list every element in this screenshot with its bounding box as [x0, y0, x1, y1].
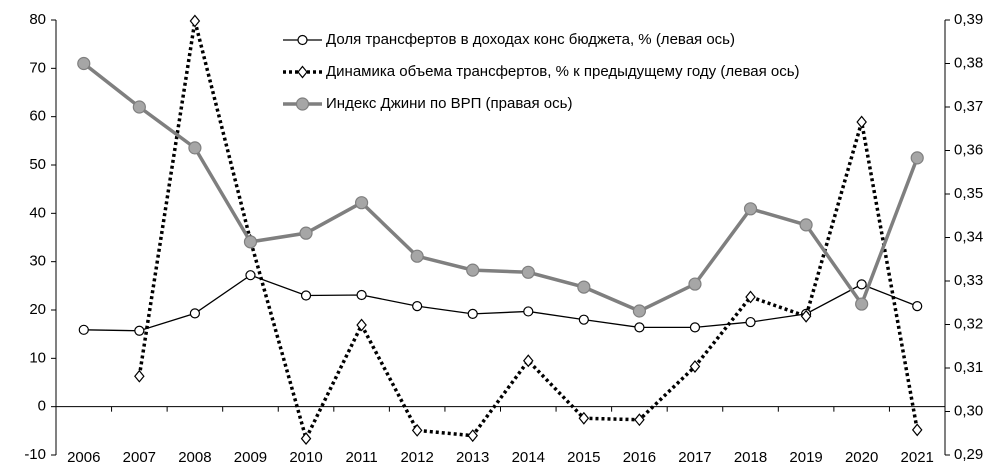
- y2-tick-label: 0,39: [954, 11, 983, 28]
- x-tick-label: 2016: [623, 449, 656, 466]
- marker: [634, 322, 645, 333]
- marker: [134, 325, 145, 336]
- marker: [299, 226, 313, 240]
- marker: [189, 308, 201, 319]
- x-tick-label: 2017: [678, 449, 711, 466]
- marker: [466, 263, 480, 277]
- x-tick-label: 2012: [400, 449, 433, 466]
- marker: [743, 202, 758, 216]
- y2-tick-label: 0,34: [954, 228, 983, 245]
- marker: [521, 265, 535, 279]
- marker: [856, 115, 867, 129]
- legend-label: Доля трансфертов в доходах конс бюджета,…: [326, 31, 735, 48]
- marker: [134, 369, 145, 383]
- marker: [799, 218, 813, 232]
- y-tick-label: 10: [29, 349, 46, 366]
- marker: [689, 322, 701, 333]
- x-tick-label: 2010: [289, 449, 322, 466]
- y2-tick-label: 0,29: [954, 446, 983, 463]
- marker: [578, 411, 590, 425]
- marker: [856, 279, 867, 290]
- y2-tick-label: 0,32: [954, 315, 983, 332]
- marker: [132, 100, 146, 114]
- marker: [295, 97, 310, 111]
- marker: [745, 290, 756, 304]
- marker: [910, 151, 924, 165]
- x-tick-label: 2018: [734, 449, 767, 466]
- x-tick-label: 2008: [178, 449, 211, 466]
- marker: [745, 316, 756, 328]
- y2-tick-label: 0,30: [954, 402, 983, 419]
- y-tick-label: 20: [29, 301, 46, 318]
- series-line: [83, 274, 918, 332]
- marker: [77, 56, 91, 71]
- y-tick-label: 80: [29, 11, 46, 28]
- marker: [354, 196, 369, 210]
- marker: [634, 413, 645, 427]
- series-line: [82, 62, 919, 313]
- x-tick-label: 2009: [234, 449, 267, 466]
- x-tick-label: 2011: [345, 449, 377, 466]
- series-line: [137, 20, 919, 444]
- x-tick-label: 2015: [567, 449, 600, 466]
- legend-label: Динамика объема трансфертов, % к предыду…: [326, 63, 800, 80]
- marker: [300, 290, 312, 301]
- marker: [523, 354, 534, 368]
- x-tick-label: 2006: [67, 449, 100, 466]
- marker: [467, 429, 478, 443]
- marker: [78, 324, 89, 335]
- marker: [632, 304, 647, 318]
- legend-label: Индекс Джини по ВРП (правая ось): [326, 95, 572, 112]
- y2-tick-label: 0,33: [954, 272, 983, 289]
- x-tick-label: 2007: [123, 449, 156, 466]
- marker: [189, 14, 201, 28]
- x-tick-label: 2014: [512, 449, 545, 466]
- marker: [356, 289, 367, 301]
- marker: [410, 249, 424, 263]
- y2-tick-label: 0,38: [954, 54, 983, 71]
- marker: [855, 297, 869, 311]
- marker: [412, 301, 423, 312]
- y-tick-label: 30: [29, 253, 46, 270]
- marker: [523, 306, 534, 317]
- marker: [911, 423, 923, 437]
- x-tick-label: 2021: [901, 449, 934, 466]
- marker: [688, 277, 702, 291]
- marker: [356, 318, 367, 332]
- y-tick-label: 50: [29, 156, 46, 173]
- y-tick-label: -10: [24, 446, 46, 463]
- y-tick-label: 0: [38, 398, 46, 415]
- marker: [245, 270, 256, 281]
- marker: [300, 432, 312, 446]
- x-tick-label: 2020: [845, 449, 878, 466]
- y2-tick-label: 0,37: [954, 98, 983, 115]
- marker: [689, 360, 701, 373]
- y-tick-label: 70: [29, 59, 46, 76]
- marker: [411, 423, 423, 437]
- marker: [243, 235, 258, 249]
- marker: [467, 308, 478, 319]
- y2-tick-label: 0,31: [954, 359, 983, 376]
- y-tick-label: 40: [29, 204, 46, 221]
- marker: [188, 141, 202, 155]
- y2-tick-label: 0,35: [954, 185, 983, 202]
- y-tick-label: 60: [29, 108, 46, 125]
- marker: [912, 301, 923, 312]
- marker: [578, 314, 589, 325]
- marker: [800, 309, 812, 323]
- marker: [577, 280, 591, 294]
- y2-tick-label: 0,36: [954, 141, 983, 158]
- x-tick-label: 2013: [456, 449, 489, 466]
- marker: [297, 65, 308, 79]
- x-tick-label: 2019: [789, 449, 822, 466]
- marker: [297, 34, 308, 46]
